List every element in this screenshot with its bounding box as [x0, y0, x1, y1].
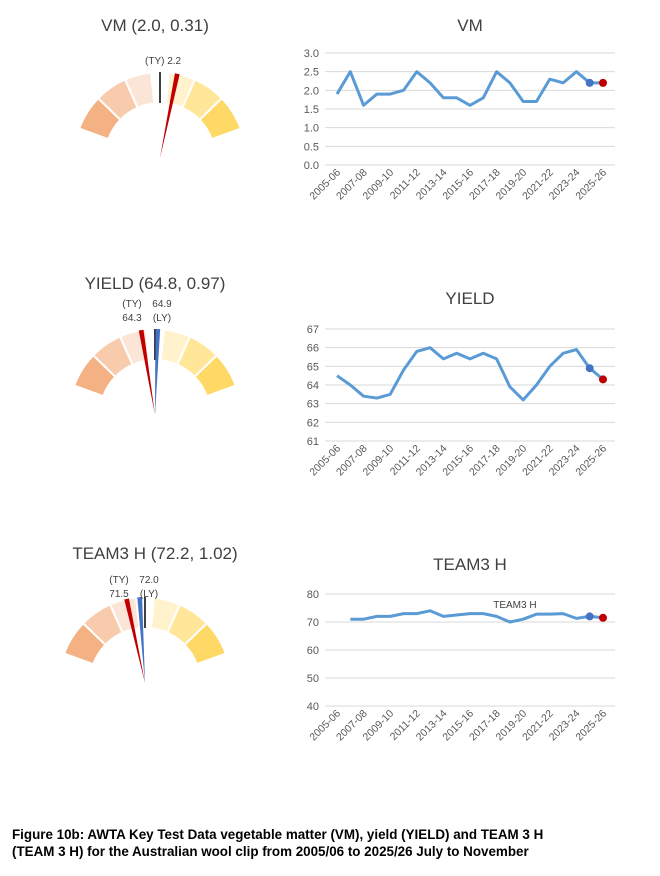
- y-tick-label: 70: [307, 617, 319, 629]
- gauge-title-vm: VM (2.0, 0.31): [101, 16, 209, 35]
- y-tick-label: 67: [307, 324, 319, 336]
- gauge-team3h-ly-tag: (LY): [139, 589, 159, 600]
- gauge-vm-ty-label: (TY) 2.2: [145, 56, 182, 67]
- gauge-title-yield: YIELD (64.8, 0.97): [84, 274, 226, 293]
- y-tick-label: 1.0: [304, 123, 319, 135]
- gauge-team3h-ty-value: 71.5: [109, 589, 129, 600]
- series-line: [336, 346, 604, 402]
- y-tick-label: 40: [307, 701, 319, 713]
- chart-title-vm: VM: [457, 16, 483, 35]
- gauge-segment: [193, 353, 238, 398]
- gauge-ty-needle: [160, 73, 180, 158]
- y-tick-label: 65: [307, 361, 319, 373]
- data-point: [585, 78, 594, 87]
- gauge-ty-needle: [138, 329, 155, 415]
- y-tick-label: 80: [307, 589, 319, 601]
- y-tick-label: 1.5: [304, 104, 319, 116]
- chart-title-yield: YIELD: [445, 289, 495, 308]
- y-tick-label: 60: [307, 645, 319, 657]
- caption-line-1: Figure 10b: AWTA Key Test Data vegetable…: [12, 827, 544, 842]
- y-tick-label: 61: [307, 436, 319, 448]
- y-tick-label: 50: [307, 673, 319, 685]
- data-point: [585, 612, 594, 621]
- figure-caption: Figure 10b: AWTA Key Test Data vegetable…: [12, 826, 652, 860]
- gauge-yield-ly-value: 64.9: [152, 299, 172, 310]
- gauge-yield-ly-tag: (LY): [152, 313, 172, 324]
- caption-line-2: (TEAM 3 H) for the Australian wool clip …: [12, 844, 529, 859]
- gauge-ly-needle: [137, 597, 145, 683]
- gauge-yield-ty-tag: (TY): [122, 299, 142, 310]
- chart-annotation: TEAM3 H: [493, 600, 536, 611]
- gauge-segment: [198, 96, 243, 141]
- gauge-ty-needle: [124, 598, 145, 683]
- data-point: [585, 364, 594, 373]
- y-tick-label: 63: [307, 399, 319, 411]
- y-tick-label: 2.0: [304, 85, 319, 97]
- y-tick-label: 62: [307, 417, 319, 429]
- y-tick-label: 66: [307, 343, 319, 355]
- data-point: [599, 613, 607, 622]
- y-tick-label: 0.5: [304, 141, 319, 153]
- gauge-team3h-ty-tag: (TY): [109, 575, 129, 586]
- gauge-title-team3h: TEAM3 H (72.2, 1.02): [72, 544, 238, 563]
- gauge-team3h-ly-value: 72.0: [139, 575, 159, 586]
- gauge-segment: [123, 71, 156, 110]
- gauge-ly-needle: [155, 329, 161, 415]
- chart-title-team3h: TEAM3 H: [433, 555, 507, 574]
- gauge-segment: [183, 621, 228, 666]
- y-tick-label: 3.0: [304, 48, 319, 60]
- series-line: [350, 609, 604, 624]
- series-line: [335, 70, 603, 107]
- y-tick-label: 0.0: [304, 160, 319, 172]
- data-point: [599, 375, 607, 384]
- y-tick-label: 2.5: [304, 67, 319, 79]
- gauge-yield-ty-value: 64.3: [122, 313, 142, 324]
- y-tick-label: 64: [307, 380, 319, 392]
- data-point: [599, 78, 607, 87]
